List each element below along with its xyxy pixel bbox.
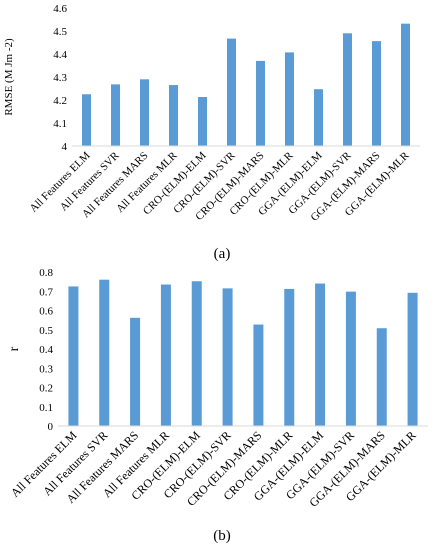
chart-a-bar — [372, 41, 381, 147]
chart-a-ytick-label: 4.4 — [53, 49, 67, 61]
chart-a-bar — [285, 52, 294, 146]
panel-label-a: (a) — [213, 246, 231, 262]
chart-b-bar — [284, 288, 295, 426]
chart-a-ylabel: RMSE (M Jm -2) — [3, 38, 15, 116]
chart-b-ytick-label: 0.1 — [39, 402, 53, 414]
chart-b-bar — [160, 284, 171, 426]
chart-a-bar — [314, 89, 323, 146]
chart-b-ytick-label: 0.5 — [39, 325, 53, 337]
chart-b-bar — [222, 288, 233, 426]
chart-b-bar — [191, 281, 202, 426]
chart-b-bar — [345, 291, 356, 426]
chart-a-bar — [111, 84, 120, 146]
chart-b-ytick-label: 0.2 — [39, 383, 53, 395]
chart-b-ylabel: r — [7, 346, 22, 351]
chart-b-bar — [130, 317, 141, 426]
chart-b-ytick-label: 0.3 — [39, 363, 53, 375]
chart-a-bar — [256, 60, 265, 146]
chart-a-bar — [140, 79, 149, 146]
chart-a-ytick-label: 4.2 — [53, 95, 67, 107]
chart-b-ytick-label: 0.4 — [39, 344, 53, 356]
chart-b-bar — [68, 286, 79, 426]
chart-a-bar — [169, 85, 178, 146]
chart-a-ytick-label: 4.3 — [53, 72, 67, 84]
panel-label-b: (b) — [213, 528, 231, 544]
chart-b-bar — [99, 279, 110, 426]
chart-b-bar — [253, 324, 264, 426]
chart-b-ytick-label: 0.6 — [39, 306, 53, 318]
chart-b-ytick-label: 0.7 — [39, 286, 53, 298]
chart-b-ytick-label: 0.8 — [39, 267, 53, 279]
chart-b-bar — [407, 292, 418, 426]
chart-b-ytick-label: 0 — [48, 421, 54, 433]
chart-a-bar — [198, 97, 207, 146]
chart-a-ytick-label: 4.5 — [53, 26, 67, 38]
chart-a-bar — [343, 33, 352, 146]
chart-b-bar — [376, 328, 387, 426]
chart-a-ytick-label: 4.6 — [53, 3, 67, 15]
chart-a-bar — [401, 23, 410, 146]
chart-a-ytick-label: 4.1 — [53, 118, 67, 130]
chart-b-bar — [315, 283, 326, 426]
chart-a-ytick-label: 4 — [62, 141, 68, 153]
chart-a-bar — [82, 94, 91, 146]
chart-a-bar — [227, 38, 236, 147]
